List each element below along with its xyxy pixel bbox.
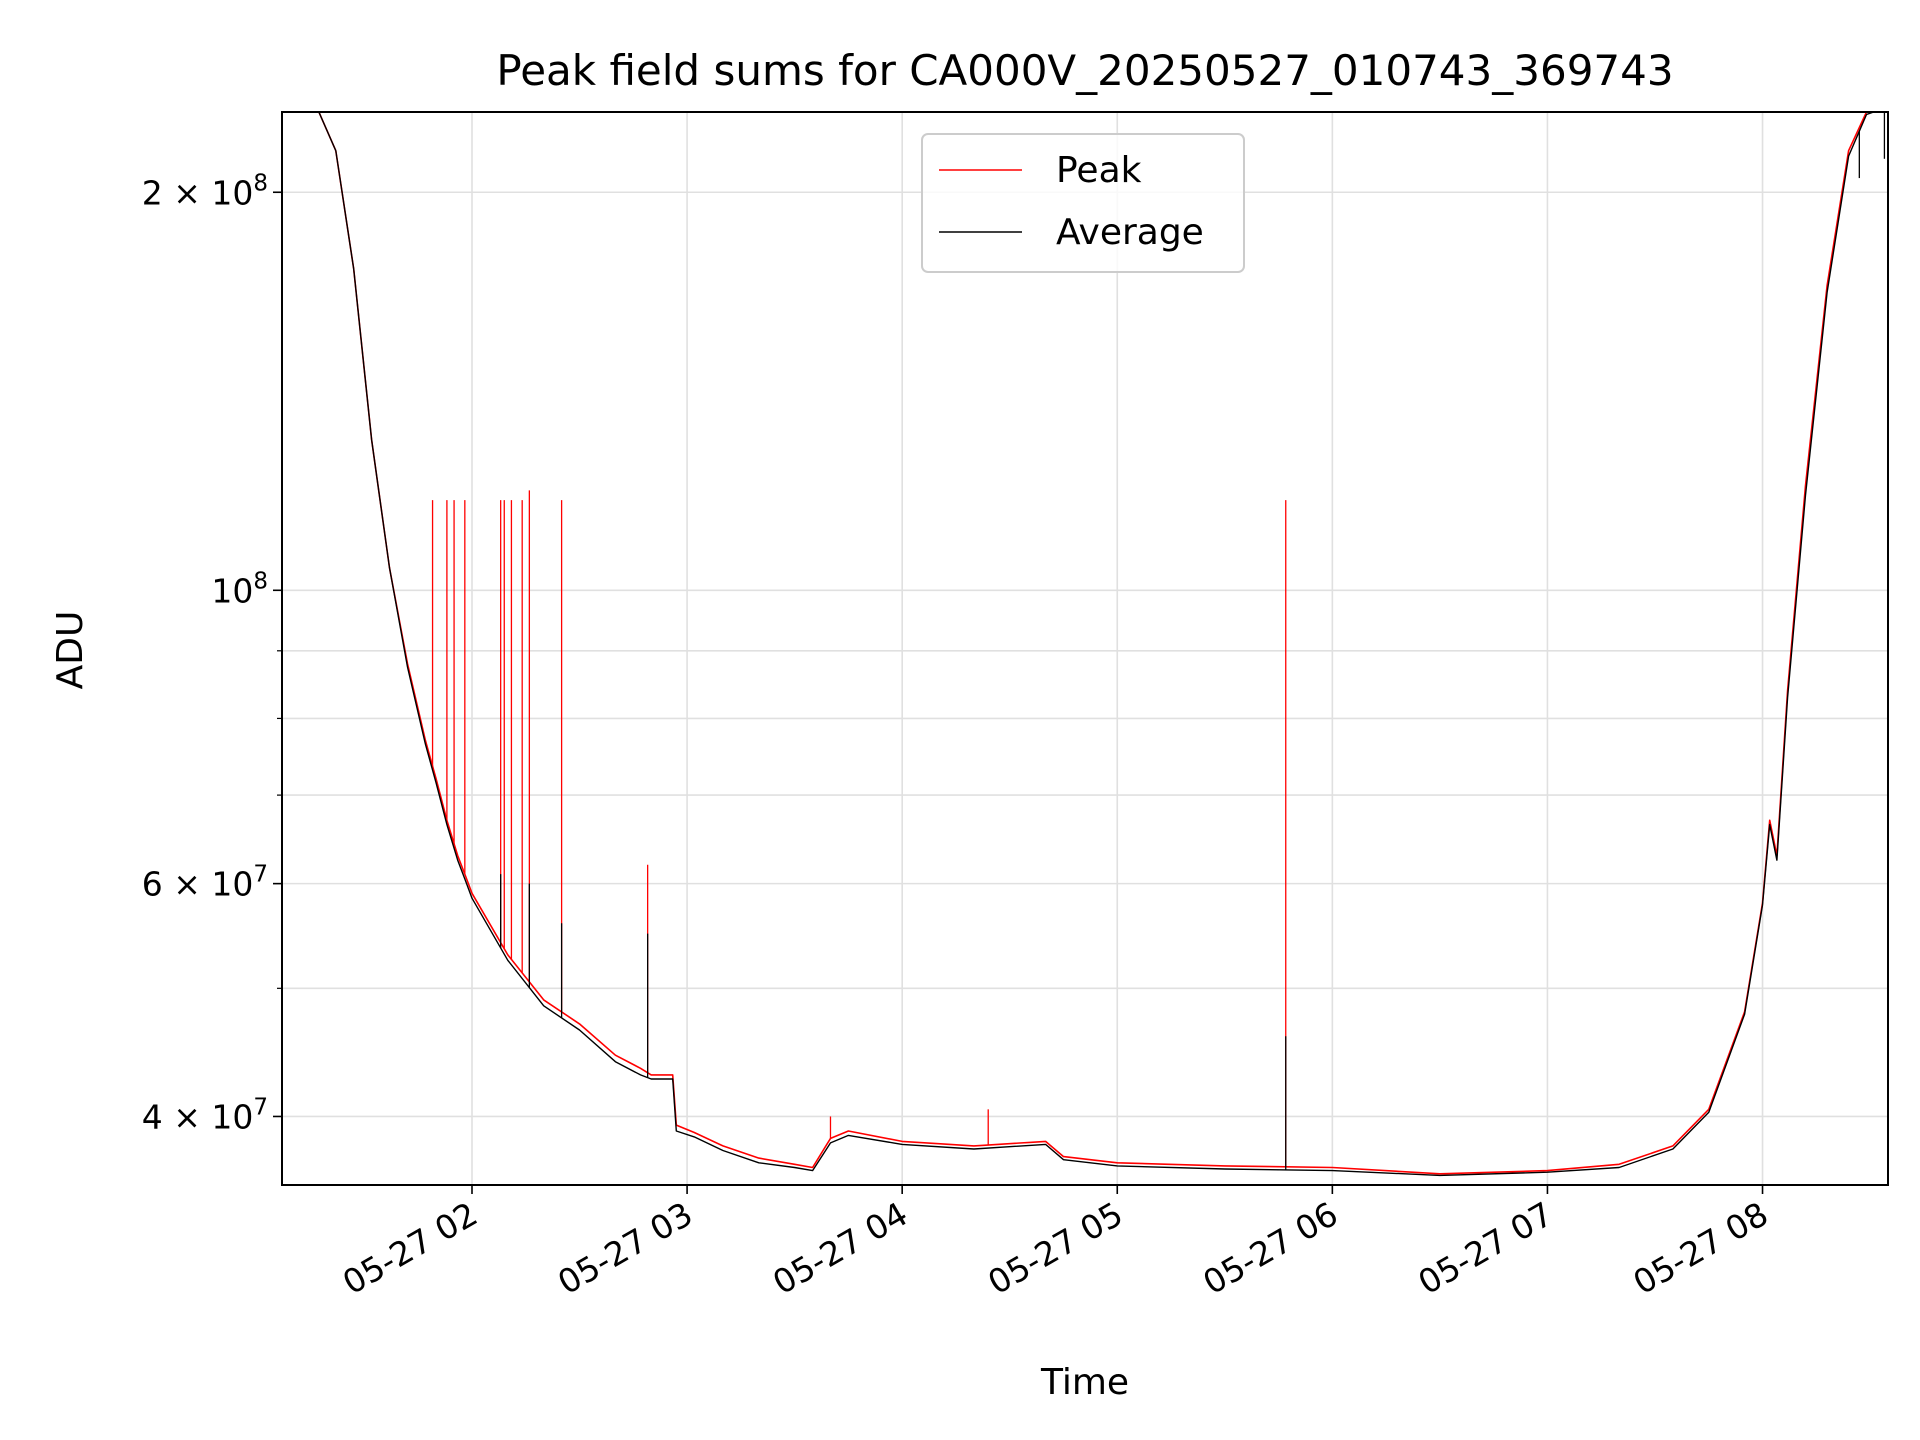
legend-average-label: Average [1056, 212, 1204, 253]
y-axis-label: ADU [50, 611, 91, 690]
plot-frame [281, 111, 1889, 1186]
y-tick-label: 6 × 107 [142, 862, 268, 904]
legend-box [921, 133, 1245, 273]
y-tick-label: 4 × 107 [142, 1094, 268, 1136]
y-tick-label: 2 × 108 [142, 170, 268, 212]
series-average-line [318, 112, 1876, 1177]
chart-title: Peak field sums for CA000V_20250527_0107… [496, 46, 1673, 95]
series-group [318, 112, 1886, 1177]
legend: Peak Average [921, 133, 1245, 273]
legend-peak-label: Peak [1056, 150, 1142, 191]
x-axis-label: Time [1040, 1362, 1129, 1403]
y-tick-label: 108 [211, 568, 268, 610]
